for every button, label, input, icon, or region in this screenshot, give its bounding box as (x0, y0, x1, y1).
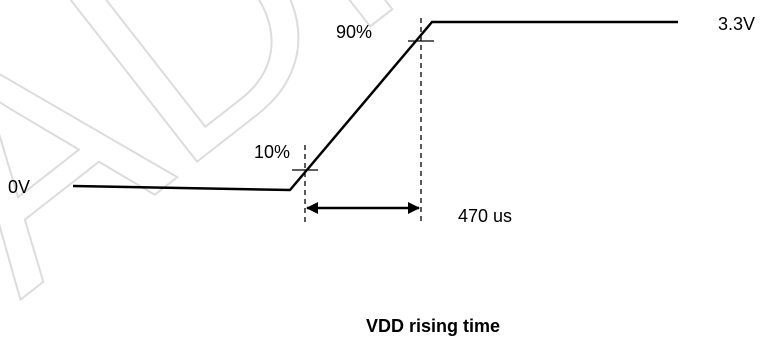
high-level-label: 3.3V (718, 14, 755, 34)
rise-time-label: 470 us (458, 206, 512, 226)
diagram-caption: VDD rising time (366, 316, 500, 336)
vdd-waveform (72, 20, 678, 192)
upper-threshold-label: 90% (336, 22, 372, 42)
watermark: ADI (0, 0, 454, 342)
lower-threshold-label: 10% (254, 142, 290, 162)
watermark-text: ADI (0, 0, 454, 342)
low-level-label: 0V (8, 177, 30, 197)
